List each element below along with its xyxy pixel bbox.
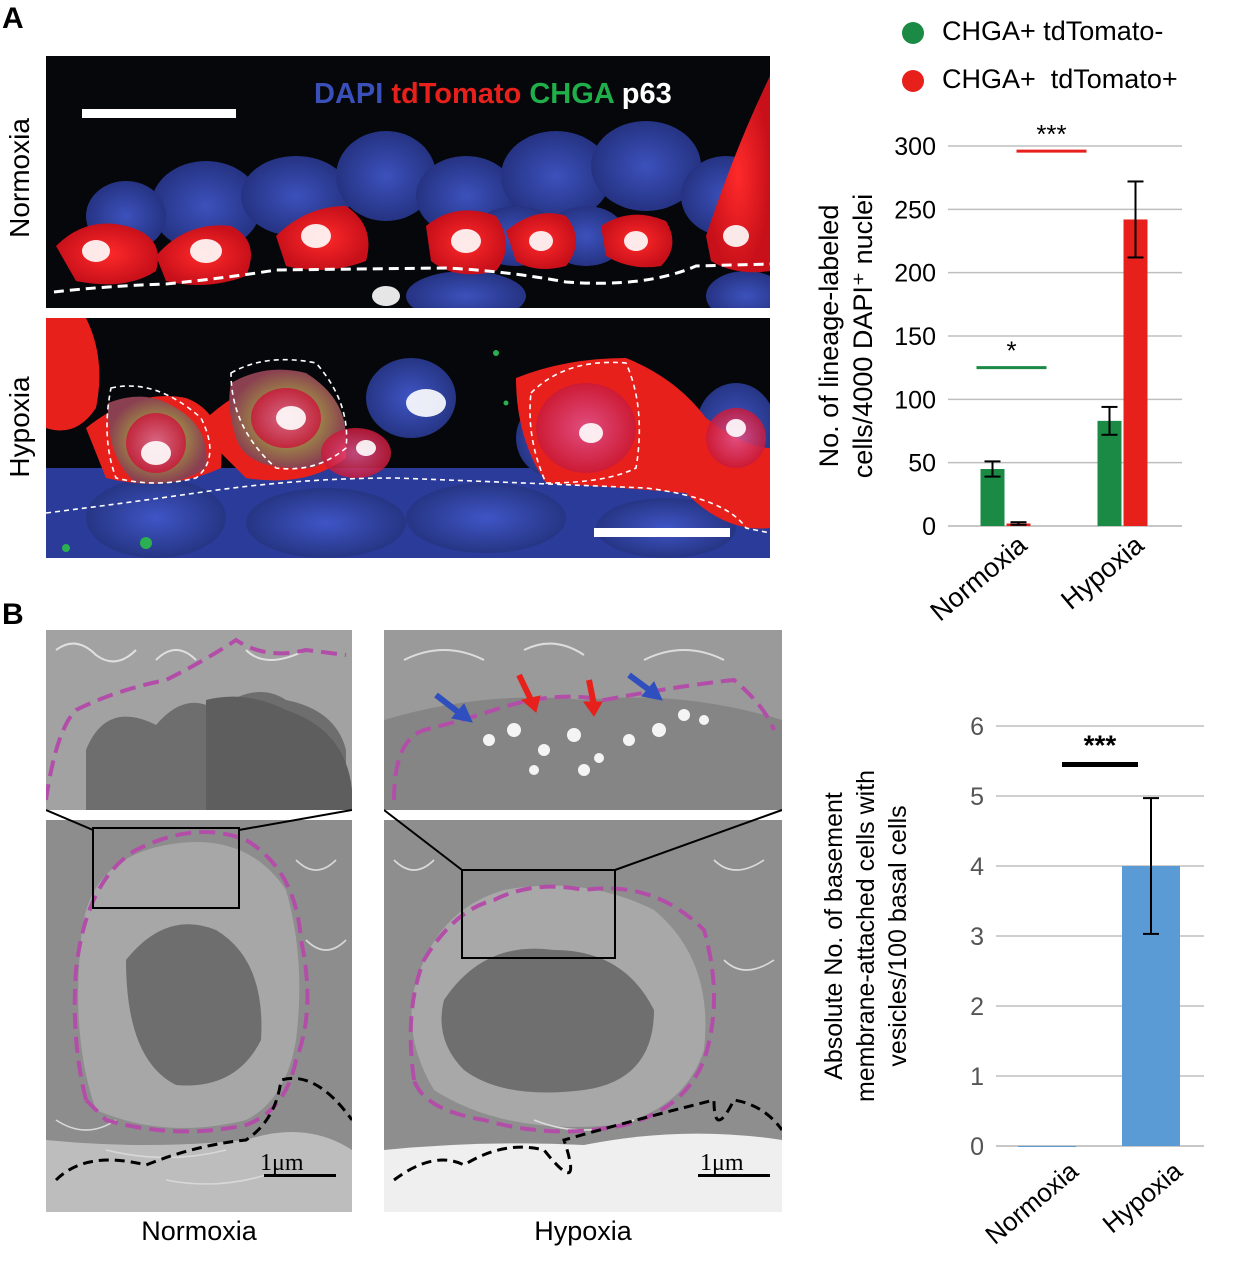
x-tick-label: Hypoxia bbox=[1097, 1155, 1189, 1239]
zoom-lines-hypoxia bbox=[384, 809, 782, 871]
y-tick-label: 300 bbox=[894, 133, 936, 161]
y-tick-label: 3 bbox=[970, 923, 984, 951]
fluorescence-normoxia-drawing bbox=[53, 76, 770, 308]
em-inset-hypoxia-drawing bbox=[384, 630, 782, 810]
y-axis-label: No. of lineage-labeled bbox=[814, 205, 844, 468]
caption-normoxia: Normoxia bbox=[141, 1216, 257, 1246]
legend-label-red: CHGA+ tdTomato+ bbox=[942, 64, 1178, 94]
caption-hypoxia: Hypoxia bbox=[534, 1216, 632, 1246]
stain-label-dapi: DAPI bbox=[314, 78, 384, 110]
scale-bar-label-normoxia: 1μm bbox=[260, 1150, 304, 1176]
fluorescence-image-normoxia: DAPI tdTomato CHGA p63 bbox=[46, 56, 770, 308]
em-normoxia-drawing bbox=[46, 820, 352, 1212]
row-label-hypoxia: Hypoxia bbox=[4, 376, 35, 478]
scale-bar-label-hypoxia: 1μm bbox=[700, 1150, 744, 1176]
legend-item-red: CHGA+ tdTomato+ bbox=[902, 64, 1232, 100]
stain-label-tdtomato: tdTomato bbox=[391, 78, 522, 110]
y-tick-label: 200 bbox=[894, 260, 936, 288]
legend-a: CHGA+ tdTomato- CHGA+ tdTomato+ bbox=[902, 16, 1232, 100]
em-inset-hypoxia bbox=[384, 630, 782, 810]
legend-dot-red-icon bbox=[902, 70, 924, 92]
em-inset-normoxia-drawing bbox=[46, 630, 352, 810]
em-hypoxia-drawing bbox=[384, 820, 782, 1212]
y-tick-label: 5 bbox=[970, 783, 984, 811]
legend-dot-green-icon bbox=[902, 22, 924, 44]
panel-b-letter: B bbox=[2, 598, 24, 631]
y-tick-label: 50 bbox=[908, 450, 936, 478]
fluorescence-hypoxia-drawing bbox=[46, 318, 770, 558]
y-tick-label: 4 bbox=[970, 853, 984, 881]
y-tick-label: 100 bbox=[894, 386, 936, 414]
em-image-normoxia: 1μm bbox=[46, 820, 352, 1212]
chart-a: 0 50 100 150 200 250 300 Normoxia Hypoxia No. of … bbox=[814, 120, 1182, 627]
y-axis-label: cells/4000 DAPI⁺ nuclei bbox=[848, 194, 878, 478]
x-tick-label: Normoxia bbox=[925, 529, 1034, 627]
legend-item-green: CHGA+ tdTomato- bbox=[902, 16, 1232, 52]
y-tick-label: 0 bbox=[922, 513, 936, 541]
row-label-normoxia: Normoxia bbox=[4, 118, 35, 238]
fluorescence-image-hypoxia bbox=[46, 318, 770, 558]
legend-label-green: CHGA+ tdTomato- bbox=[942, 16, 1164, 46]
y-axis-label: Absolute No. of basement bbox=[820, 792, 848, 1080]
bar bbox=[1123, 219, 1148, 526]
stain-label-row: DAPI tdTomato CHGA p63 bbox=[314, 78, 672, 111]
y-tick-label: 250 bbox=[894, 196, 936, 224]
stain-label-p63: p63 bbox=[621, 78, 672, 110]
y-tick-label: 2 bbox=[970, 993, 984, 1021]
bar bbox=[1097, 420, 1122, 526]
y-tick-label: 0 bbox=[970, 1133, 984, 1161]
significance-star-normoxia: * bbox=[1006, 336, 1016, 366]
zoom-lines-normoxia bbox=[46, 809, 352, 831]
x-tick-label: Normoxia bbox=[979, 1155, 1084, 1250]
em-inset-normoxia bbox=[46, 630, 352, 810]
em-image-hypoxia: 1μm bbox=[384, 820, 782, 1212]
chart-b: 0 1 2 3 4 5 6 Normoxia Hypoxia Absolute No. of ba… bbox=[820, 713, 1204, 1250]
y-axis-label: membrane-attached cells with bbox=[852, 770, 880, 1102]
y-axis-label: vesicles/100 basal cells bbox=[884, 805, 912, 1066]
significance-star: *** bbox=[1084, 730, 1117, 761]
y-tick-label: 150 bbox=[894, 323, 936, 351]
stain-label-chga: CHGA bbox=[529, 78, 614, 110]
bar bbox=[980, 469, 1005, 526]
panel-a-letter: A bbox=[2, 2, 24, 35]
y-tick-label: 6 bbox=[970, 713, 984, 741]
bar bbox=[1018, 1146, 1076, 1147]
significance-star-hypoxia: *** bbox=[1036, 120, 1066, 149]
y-tick-label: 1 bbox=[970, 1063, 984, 1091]
x-tick-label: Hypoxia bbox=[1055, 529, 1150, 615]
